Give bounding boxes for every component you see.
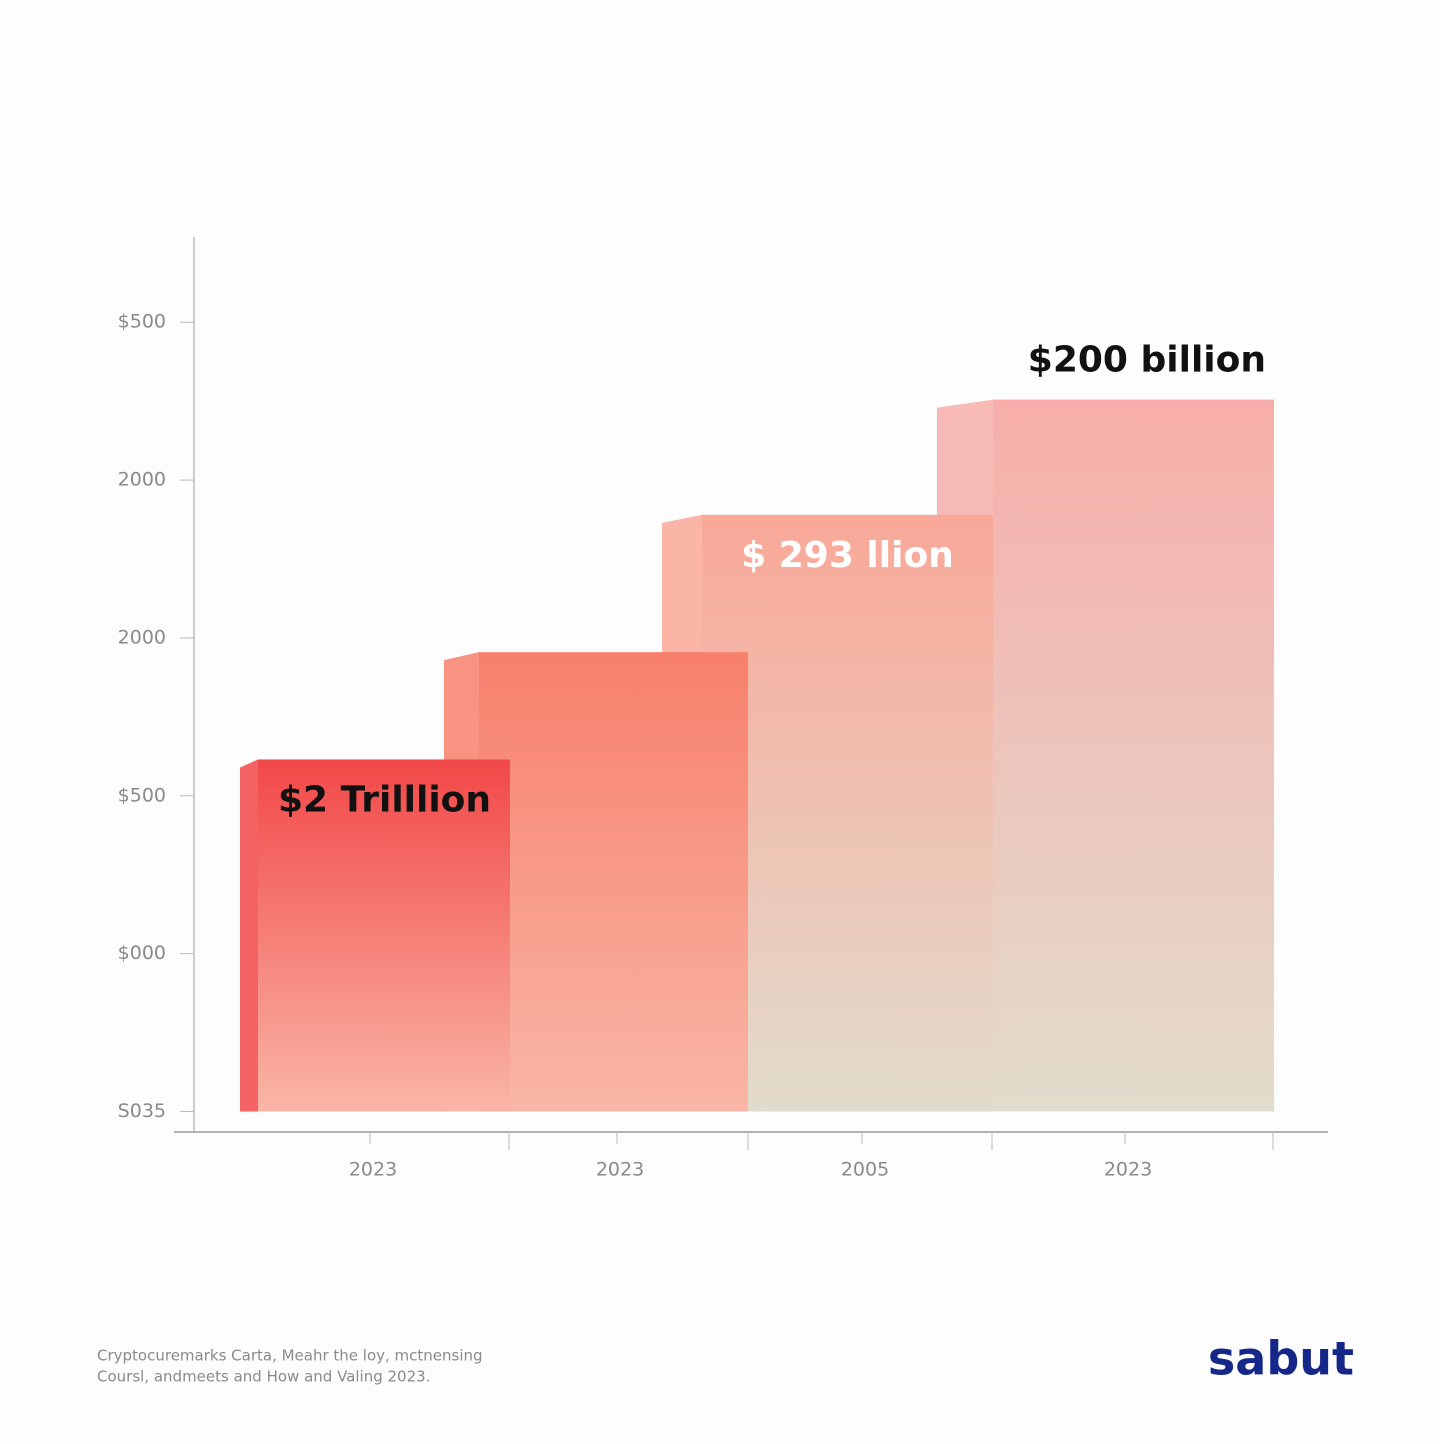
x-tick-label: 2023 [349, 1159, 397, 1181]
y-tick-label: S035 [118, 1100, 166, 1122]
bar [479, 652, 748, 1112]
x-tick-label: 2023 [596, 1159, 644, 1181]
y-tick-label: 2000 [118, 626, 166, 648]
y-tick-label: $500 [118, 784, 166, 806]
x-tick-label: 2023 [1104, 1159, 1152, 1181]
y-tick-label: 2000 [118, 469, 166, 491]
annotation: $ 293 llion [741, 535, 954, 576]
x-tick-label: 2005 [841, 1159, 889, 1181]
bar-group [662, 514, 993, 1112]
y-tick-label: $000 [118, 942, 166, 964]
bar-side [240, 759, 258, 1112]
source-line: Coursl, andmeets and How and Valing 2023… [97, 1368, 430, 1386]
annotation: $2 Trilllion [278, 779, 491, 820]
logo: sabut [1208, 1332, 1354, 1386]
source-line: Cryptocuremarks Carta, Meahr the loy, mc… [97, 1347, 483, 1365]
bar [993, 399, 1274, 1112]
bar [258, 759, 510, 1112]
bar-group [240, 759, 510, 1112]
annotation: $200 billion [1028, 340, 1266, 381]
bar [702, 514, 993, 1112]
y-tick-label: $500 [118, 311, 166, 333]
